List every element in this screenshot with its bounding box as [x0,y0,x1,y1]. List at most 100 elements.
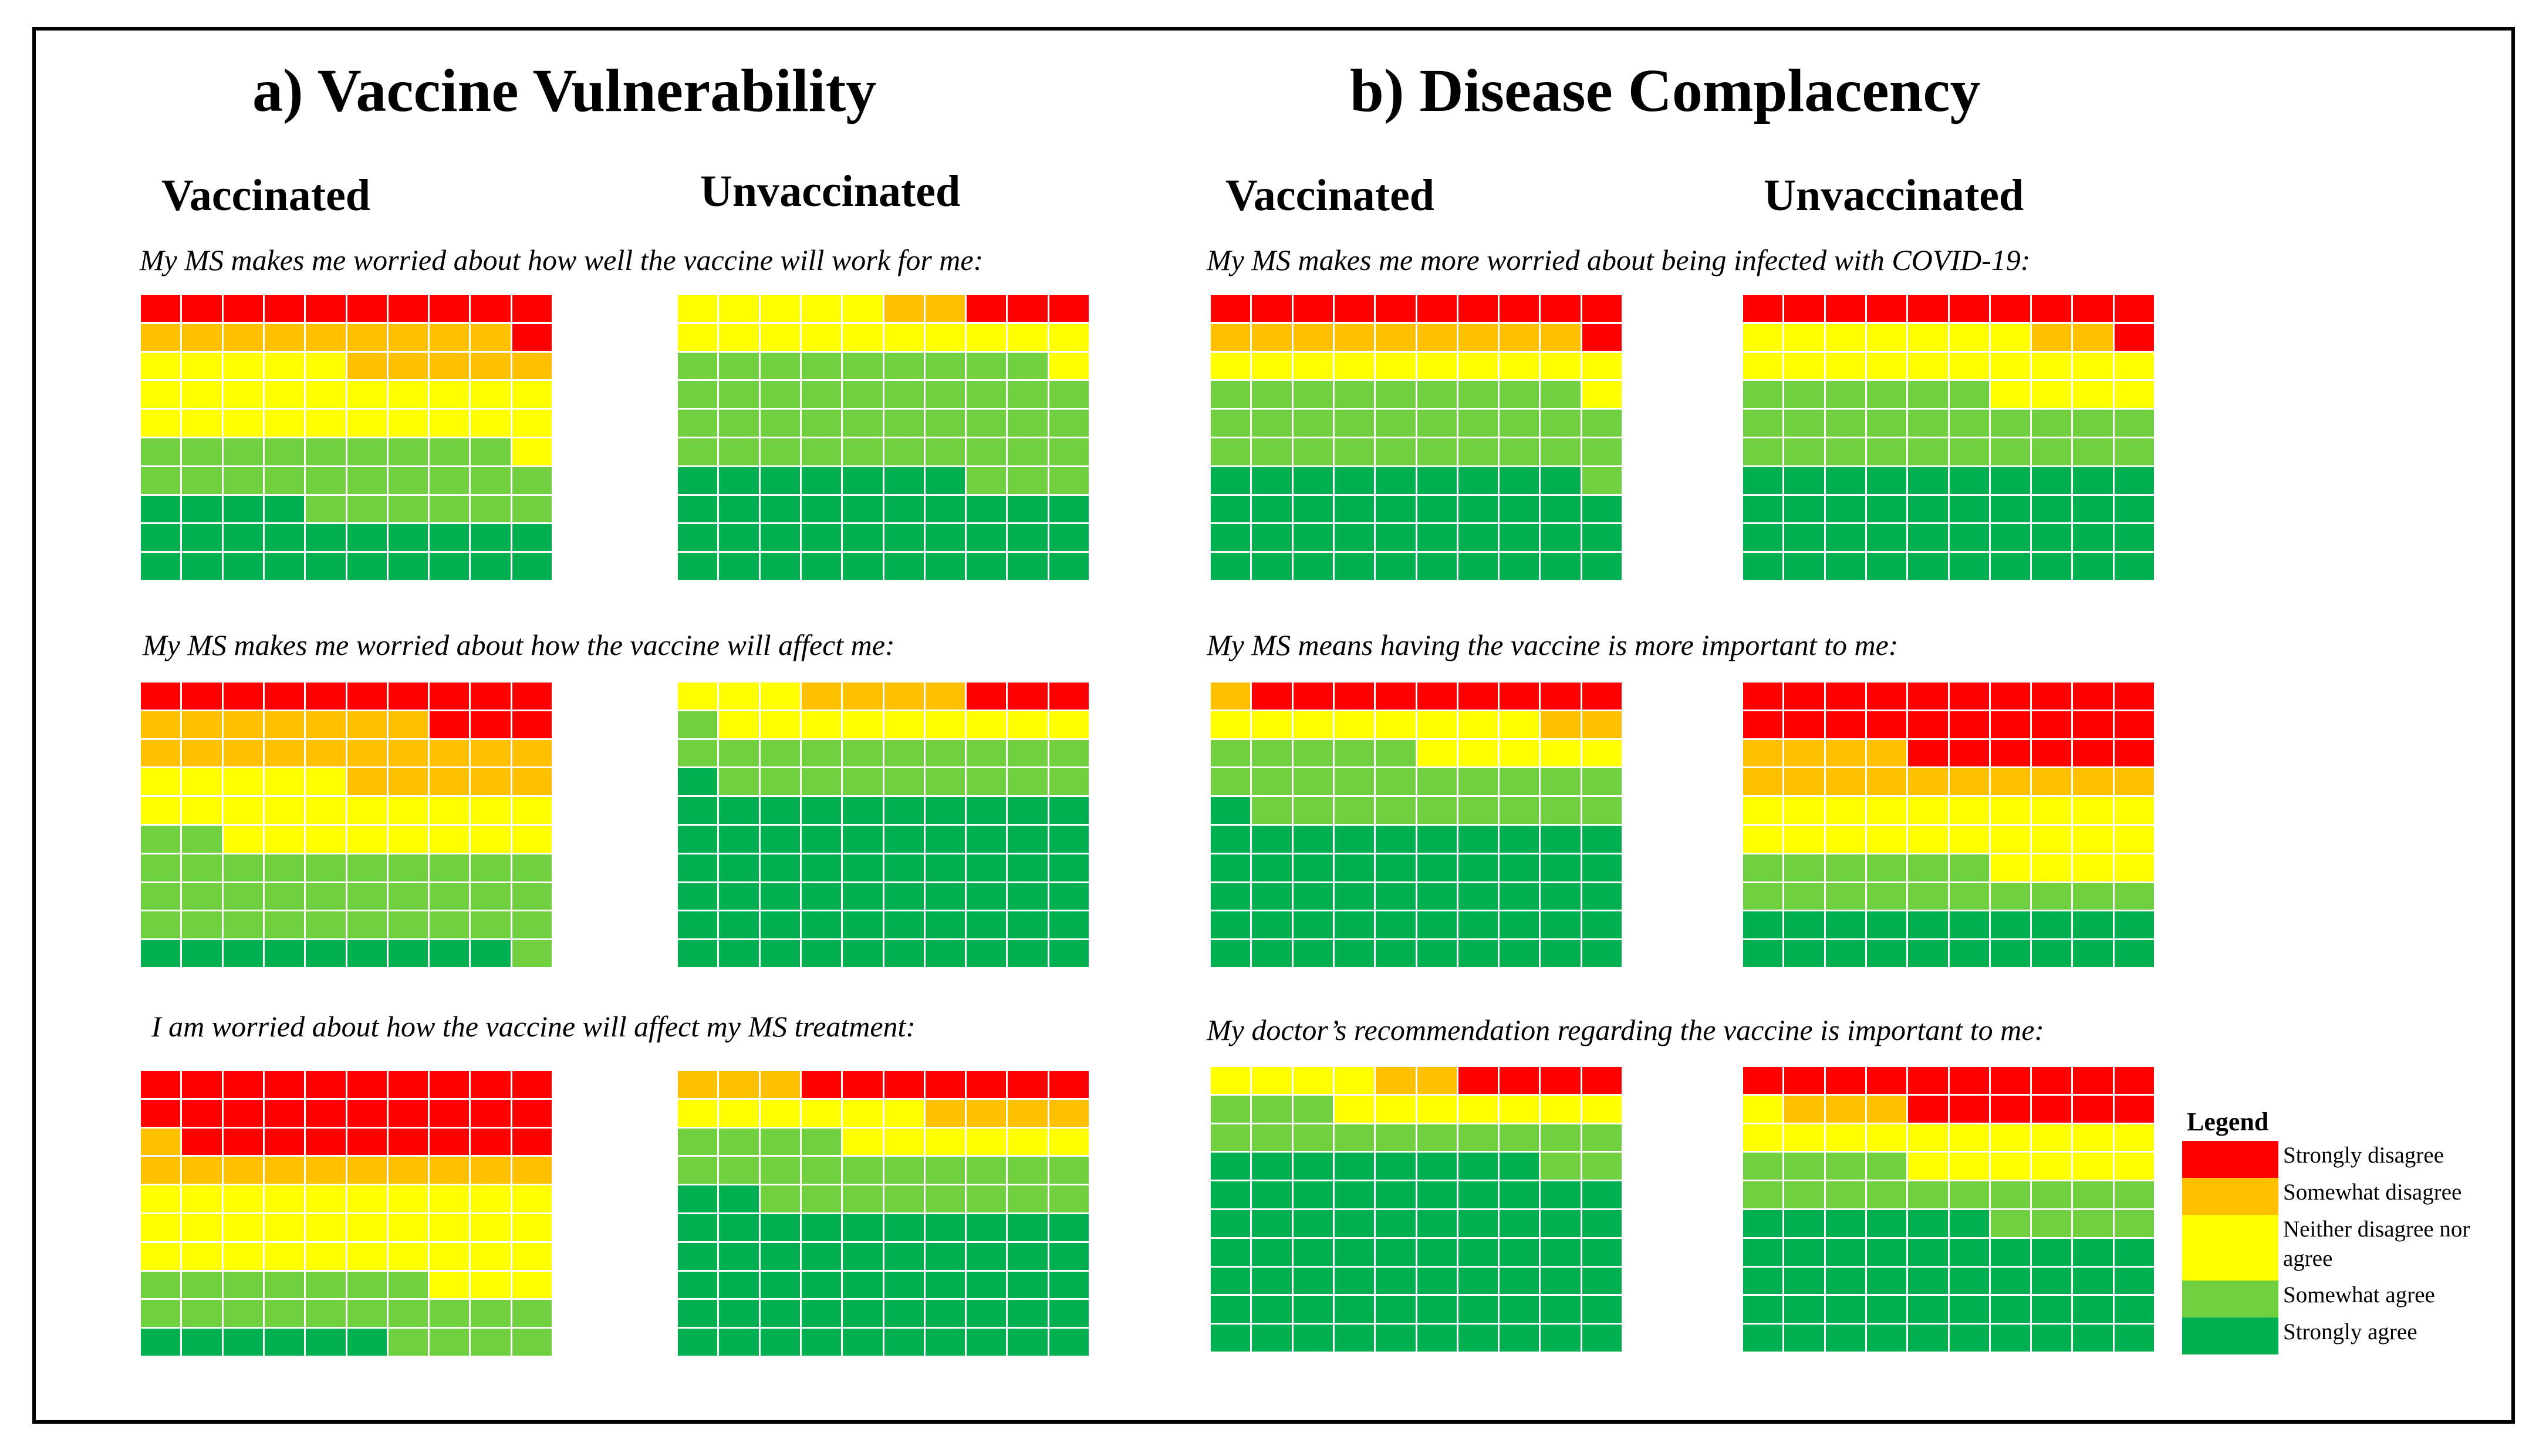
waffle-cell-strongly-agree [1376,883,1416,910]
waffle-cell-strongly-disagree [1582,683,1622,710]
waffle-cell-strongly-agree [1743,1267,1783,1295]
waffle-cell-somewhat-agree [430,438,470,465]
waffle-cell-neither-disagree-nor-agree [430,797,470,824]
waffle-cell-somewhat-agree [1458,410,1498,437]
waffle-cell-strongly-agree [1908,495,1948,523]
waffle-cell-neither-disagree-nor-agree [2073,854,2113,881]
waffle-cell-neither-disagree-nor-agree [512,825,552,853]
waffle-cell-strongly-agree [1376,1296,1416,1323]
waffle-cell-strongly-agree [925,1214,965,1241]
waffle-cell-neither-disagree-nor-agree [678,323,718,351]
waffle-cell-strongly-agree [678,1300,718,1327]
waffle-cell-somewhat-agree [678,739,718,767]
waffle-cell-somewhat-agree [264,1271,305,1299]
waffle-cell-strongly-agree [1500,854,1539,881]
waffle-cell-neither-disagree-nor-agree [1990,1153,2031,1180]
waffle-cell-somewhat-agree [801,1185,842,1212]
waffle-cell-somewhat-agree [1541,1153,1581,1180]
waffle-cell-somewhat-disagree [925,295,965,322]
waffle-cell-strongly-agree [2073,1238,2113,1266]
waffle-cell-strongly-agree [1825,524,1865,552]
waffle-cell-strongly-agree [182,495,222,523]
waffle-cell-strongly-disagree [512,295,552,322]
waffle-cell-somewhat-disagree [719,1071,759,1098]
waffle-cell-somewhat-disagree [388,352,428,380]
waffle-cell-somewhat-disagree [223,323,263,351]
waffle-cell-neither-disagree-nor-agree [2073,352,2113,380]
waffle-cell-somewhat-agree [1500,438,1539,465]
waffle-cell-strongly-agree [1458,940,1498,967]
waffle-cell-strongly-agree [1049,797,1089,824]
waffle-cell-strongly-agree [1458,1325,1498,1352]
waffle-cell-strongly-agree [1866,495,1907,523]
waffle-cell-somewhat-agree [843,381,883,408]
waffle-cell-strongly-agree [925,911,965,939]
waffle-cell-strongly-agree [1293,1210,1333,1237]
waffle-cell-somewhat-agree [2032,410,2072,437]
waffle-cell-strongly-agree [678,553,718,580]
waffle-cell-strongly-disagree [347,1128,387,1156]
waffle-cell-somewhat-disagree [430,1157,470,1184]
waffle-cell-somewhat-agree [719,1157,759,1184]
waffle-cell-somewhat-agree [678,1128,718,1156]
waffle-cell-strongly-agree [1458,854,1498,881]
waffle-cell-strongly-agree [1458,524,1498,552]
waffle-cell-strongly-disagree [306,1099,346,1127]
waffle-cell-neither-disagree-nor-agree [512,797,552,824]
waffle-cell-strongly-agree [1541,825,1581,853]
waffle-cell-strongly-agree [1417,1267,1457,1295]
waffle-cell-strongly-agree [2073,1296,2113,1323]
waffle-cell-neither-disagree-nor-agree [1376,711,1416,738]
waffle-cell-somewhat-disagree [1908,768,1948,796]
waffle-cell-somewhat-disagree [182,323,222,351]
waffle-cell-neither-disagree-nor-agree [471,381,511,408]
waffle-cell-neither-disagree-nor-agree [141,1185,181,1212]
waffle-cell-somewhat-agree [512,854,552,881]
waffle-cell-strongly-agree [843,1300,883,1327]
waffle-cell-strongly-agree [2073,1325,2113,1352]
waffle-cell-neither-disagree-nor-agree [1008,323,1048,351]
waffle-cell-somewhat-agree [2073,1181,2113,1208]
waffle-cell-strongly-agree [2073,553,2113,580]
waffle-cell-strongly-agree [1949,524,1989,552]
legend-swatch-neither [2182,1215,2278,1281]
waffle-cell-somewhat-agree [471,495,511,523]
waffle-cell-somewhat-agree [719,1128,759,1156]
waffle-cell-strongly-agree [306,524,346,552]
waffle-cell-neither-disagree-nor-agree [2073,797,2113,824]
waffle-cell-strongly-agree [1541,1267,1581,1295]
waffle-cell-somewhat-disagree [430,323,470,351]
waffle-cell-strongly-agree [1582,524,1622,552]
waffle-cell-strongly-agree [1334,911,1375,939]
waffle-cell-strongly-disagree [1500,295,1539,322]
waffle-cell-strongly-agree [141,524,181,552]
waffle-cell-somewhat-agree [1541,797,1581,824]
waffle-cell-neither-disagree-nor-agree [1376,352,1416,380]
waffle-cell-neither-disagree-nor-agree [141,768,181,796]
waffle-cell-strongly-agree [1458,1296,1498,1323]
waffle-cell-strongly-agree [925,524,965,552]
waffle-cell-neither-disagree-nor-agree [1825,825,1865,853]
waffle-cell-somewhat-agree [1293,1095,1333,1123]
waffle-cell-strongly-disagree [1049,295,1089,322]
waffle-cell-somewhat-agree [801,438,842,465]
waffle-cell-somewhat-agree [1008,410,1048,437]
waffle-cell-strongly-agree [1743,495,1783,523]
waffle-cell-strongly-agree [884,940,924,967]
waffle-cell-strongly-disagree [388,1128,428,1156]
waffle-cell-somewhat-agree [1541,438,1581,465]
waffle-cell-somewhat-disagree [512,352,552,380]
waffle-cell-strongly-agree [1866,1267,1907,1295]
waffle-cell-strongly-disagree [2114,683,2154,710]
waffle-cell-somewhat-disagree [471,1157,511,1184]
waffle-cell-strongly-agree [2032,1296,2072,1323]
waffle-cell-neither-disagree-nor-agree [2073,1153,2113,1180]
waffle-cell-strongly-agree [1743,911,1783,939]
waffle-cell-strongly-disagree [388,683,428,710]
waffle-cell-strongly-agree [1293,467,1333,494]
waffle-cell-strongly-disagree [430,683,470,710]
waffle-cell-strongly-agree [2032,1267,2072,1295]
waffle-cell-somewhat-disagree [2073,768,2113,796]
waffle-cell-somewhat-agree [760,1185,800,1212]
waffle-cell-neither-disagree-nor-agree [1458,739,1498,767]
